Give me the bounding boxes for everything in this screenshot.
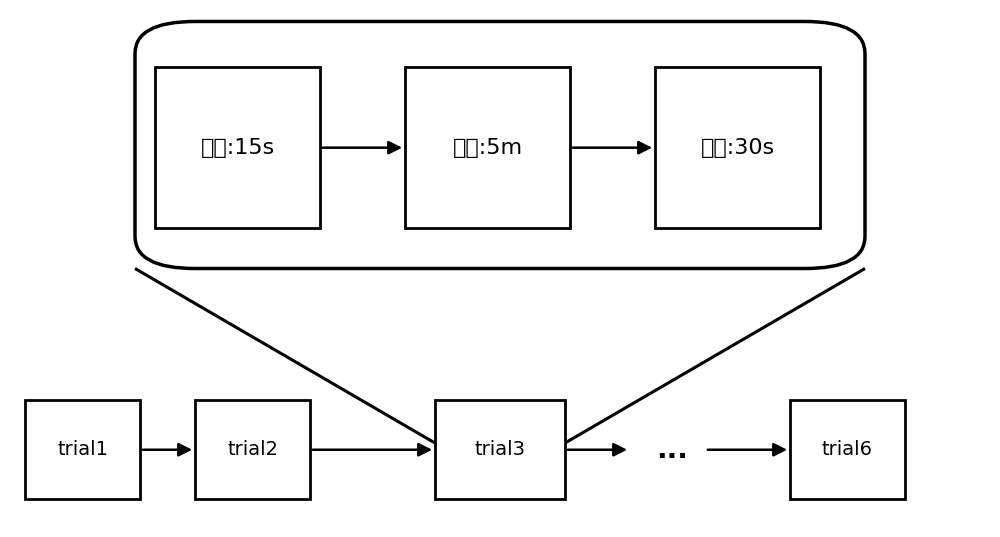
Text: trial6: trial6 <box>822 440 873 459</box>
FancyBboxPatch shape <box>435 400 565 499</box>
FancyBboxPatch shape <box>155 67 320 228</box>
Text: 电影:5m: 电影:5m <box>452 137 523 158</box>
Text: trial3: trial3 <box>475 440 526 459</box>
FancyBboxPatch shape <box>195 400 310 499</box>
Text: trial1: trial1 <box>57 440 108 459</box>
FancyBboxPatch shape <box>790 400 905 499</box>
Text: 休息:30s: 休息:30s <box>700 137 775 158</box>
FancyBboxPatch shape <box>25 400 140 499</box>
Text: 准备:15s: 准备:15s <box>200 137 275 158</box>
Text: trial2: trial2 <box>227 440 278 459</box>
FancyBboxPatch shape <box>405 67 570 228</box>
FancyBboxPatch shape <box>655 67 820 228</box>
Text: ...: ... <box>656 436 688 464</box>
FancyBboxPatch shape <box>135 21 865 268</box>
